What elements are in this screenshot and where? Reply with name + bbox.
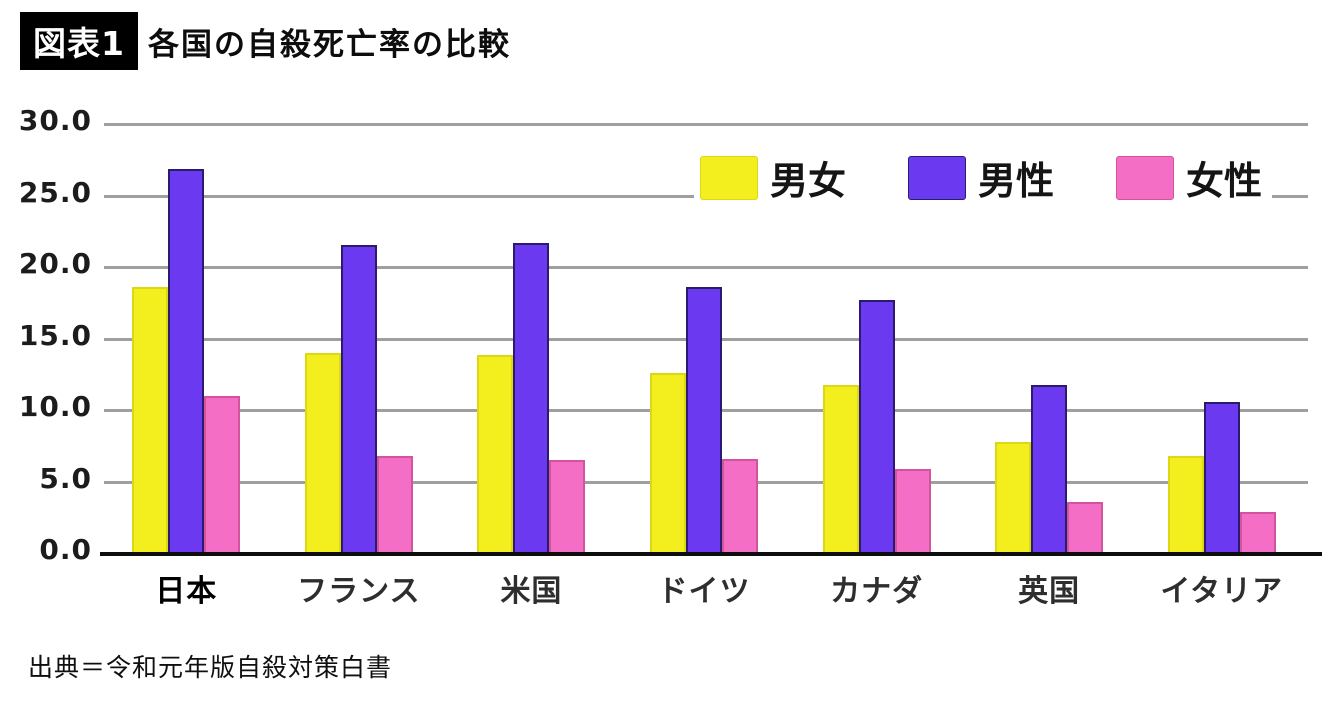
legend-label: 男女 — [770, 159, 847, 203]
y-tick-label: 0.0 — [39, 533, 92, 566]
x-category-label: イタリア — [1160, 574, 1284, 609]
bar-女性-フランス — [376, 456, 413, 552]
legend-item: 男女 — [700, 150, 846, 205]
chart-title: 各国の自殺死亡率の比較 — [147, 26, 511, 63]
plot-area — [100, 123, 1322, 556]
source-note: 出典＝令和元年版自殺対策白書 — [28, 653, 393, 682]
bar-group — [100, 168, 273, 552]
x-category-label: カナダ — [830, 574, 924, 609]
figure-header: 図表1 各国の自殺死亡率の比較 — [20, 12, 511, 70]
bar-男性-カナダ — [858, 300, 895, 552]
bar-男性-フランス — [340, 244, 377, 552]
bar-group — [273, 244, 446, 552]
legend-item: 男性 — [908, 150, 1054, 205]
bar-男女-日本 — [132, 287, 169, 552]
bar-男性-英国 — [1031, 384, 1068, 552]
bar-男女-ドイツ — [650, 373, 687, 552]
y-tick-label: 30.0 — [18, 104, 92, 137]
y-tick-label: 5.0 — [39, 461, 92, 495]
legend-label: 女性 — [1186, 159, 1263, 203]
bar-男女-英国 — [995, 441, 1032, 552]
legend-swatch-icon — [700, 155, 758, 200]
x-axis-line — [100, 552, 1322, 556]
x-category-label: 英国 — [1018, 574, 1081, 609]
bar-男女-米国 — [477, 354, 514, 552]
bar-女性-イタリア — [1239, 511, 1276, 552]
bar-groups — [100, 123, 1308, 552]
y-tick-label: 20.0 — [18, 247, 92, 280]
bar-男性-ドイツ — [686, 287, 723, 552]
y-tick-label: 15.0 — [18, 318, 92, 352]
bar-女性-カナダ — [894, 469, 931, 552]
legend-item: 女性 — [1116, 150, 1262, 205]
legend-swatch-icon — [1116, 155, 1175, 200]
figure-number-badge: 図表1 — [20, 12, 138, 70]
y-tick-label: 25.0 — [18, 175, 92, 209]
bar-男性-米国 — [513, 243, 550, 552]
bar-女性-日本 — [204, 396, 241, 552]
x-axis-labels: 日本 フランス 米国 ドイツ カナダ 英国 イタリア — [100, 566, 1308, 610]
bar-男性-イタリア — [1203, 401, 1240, 552]
bar-group — [445, 243, 618, 552]
bar-group — [963, 384, 1136, 552]
gridline — [104, 266, 1308, 269]
x-category-label: ドイツ — [657, 574, 751, 609]
bar-group — [618, 287, 791, 552]
legend-label: 男性 — [978, 159, 1055, 203]
bar-group — [790, 300, 963, 552]
y-tick-label: 10.0 — [18, 390, 92, 423]
bar-女性-米国 — [549, 460, 586, 552]
bar-group — [1135, 401, 1308, 552]
legend-swatch-icon — [908, 155, 967, 200]
bar-男女-カナダ — [822, 384, 859, 552]
x-category-label: フランス — [297, 574, 421, 609]
bar-男女-フランス — [304, 353, 341, 552]
gridline — [104, 123, 1308, 126]
x-category-label: 米国 — [500, 574, 563, 609]
bar-男女-イタリア — [1167, 456, 1204, 552]
bar-男性-日本 — [168, 168, 205, 552]
x-category-label: 日本 — [155, 574, 218, 609]
bar-女性-英国 — [1067, 501, 1104, 552]
bar-女性-ドイツ — [722, 459, 759, 552]
legend: 男女 男性 女性 — [694, 147, 1273, 213]
